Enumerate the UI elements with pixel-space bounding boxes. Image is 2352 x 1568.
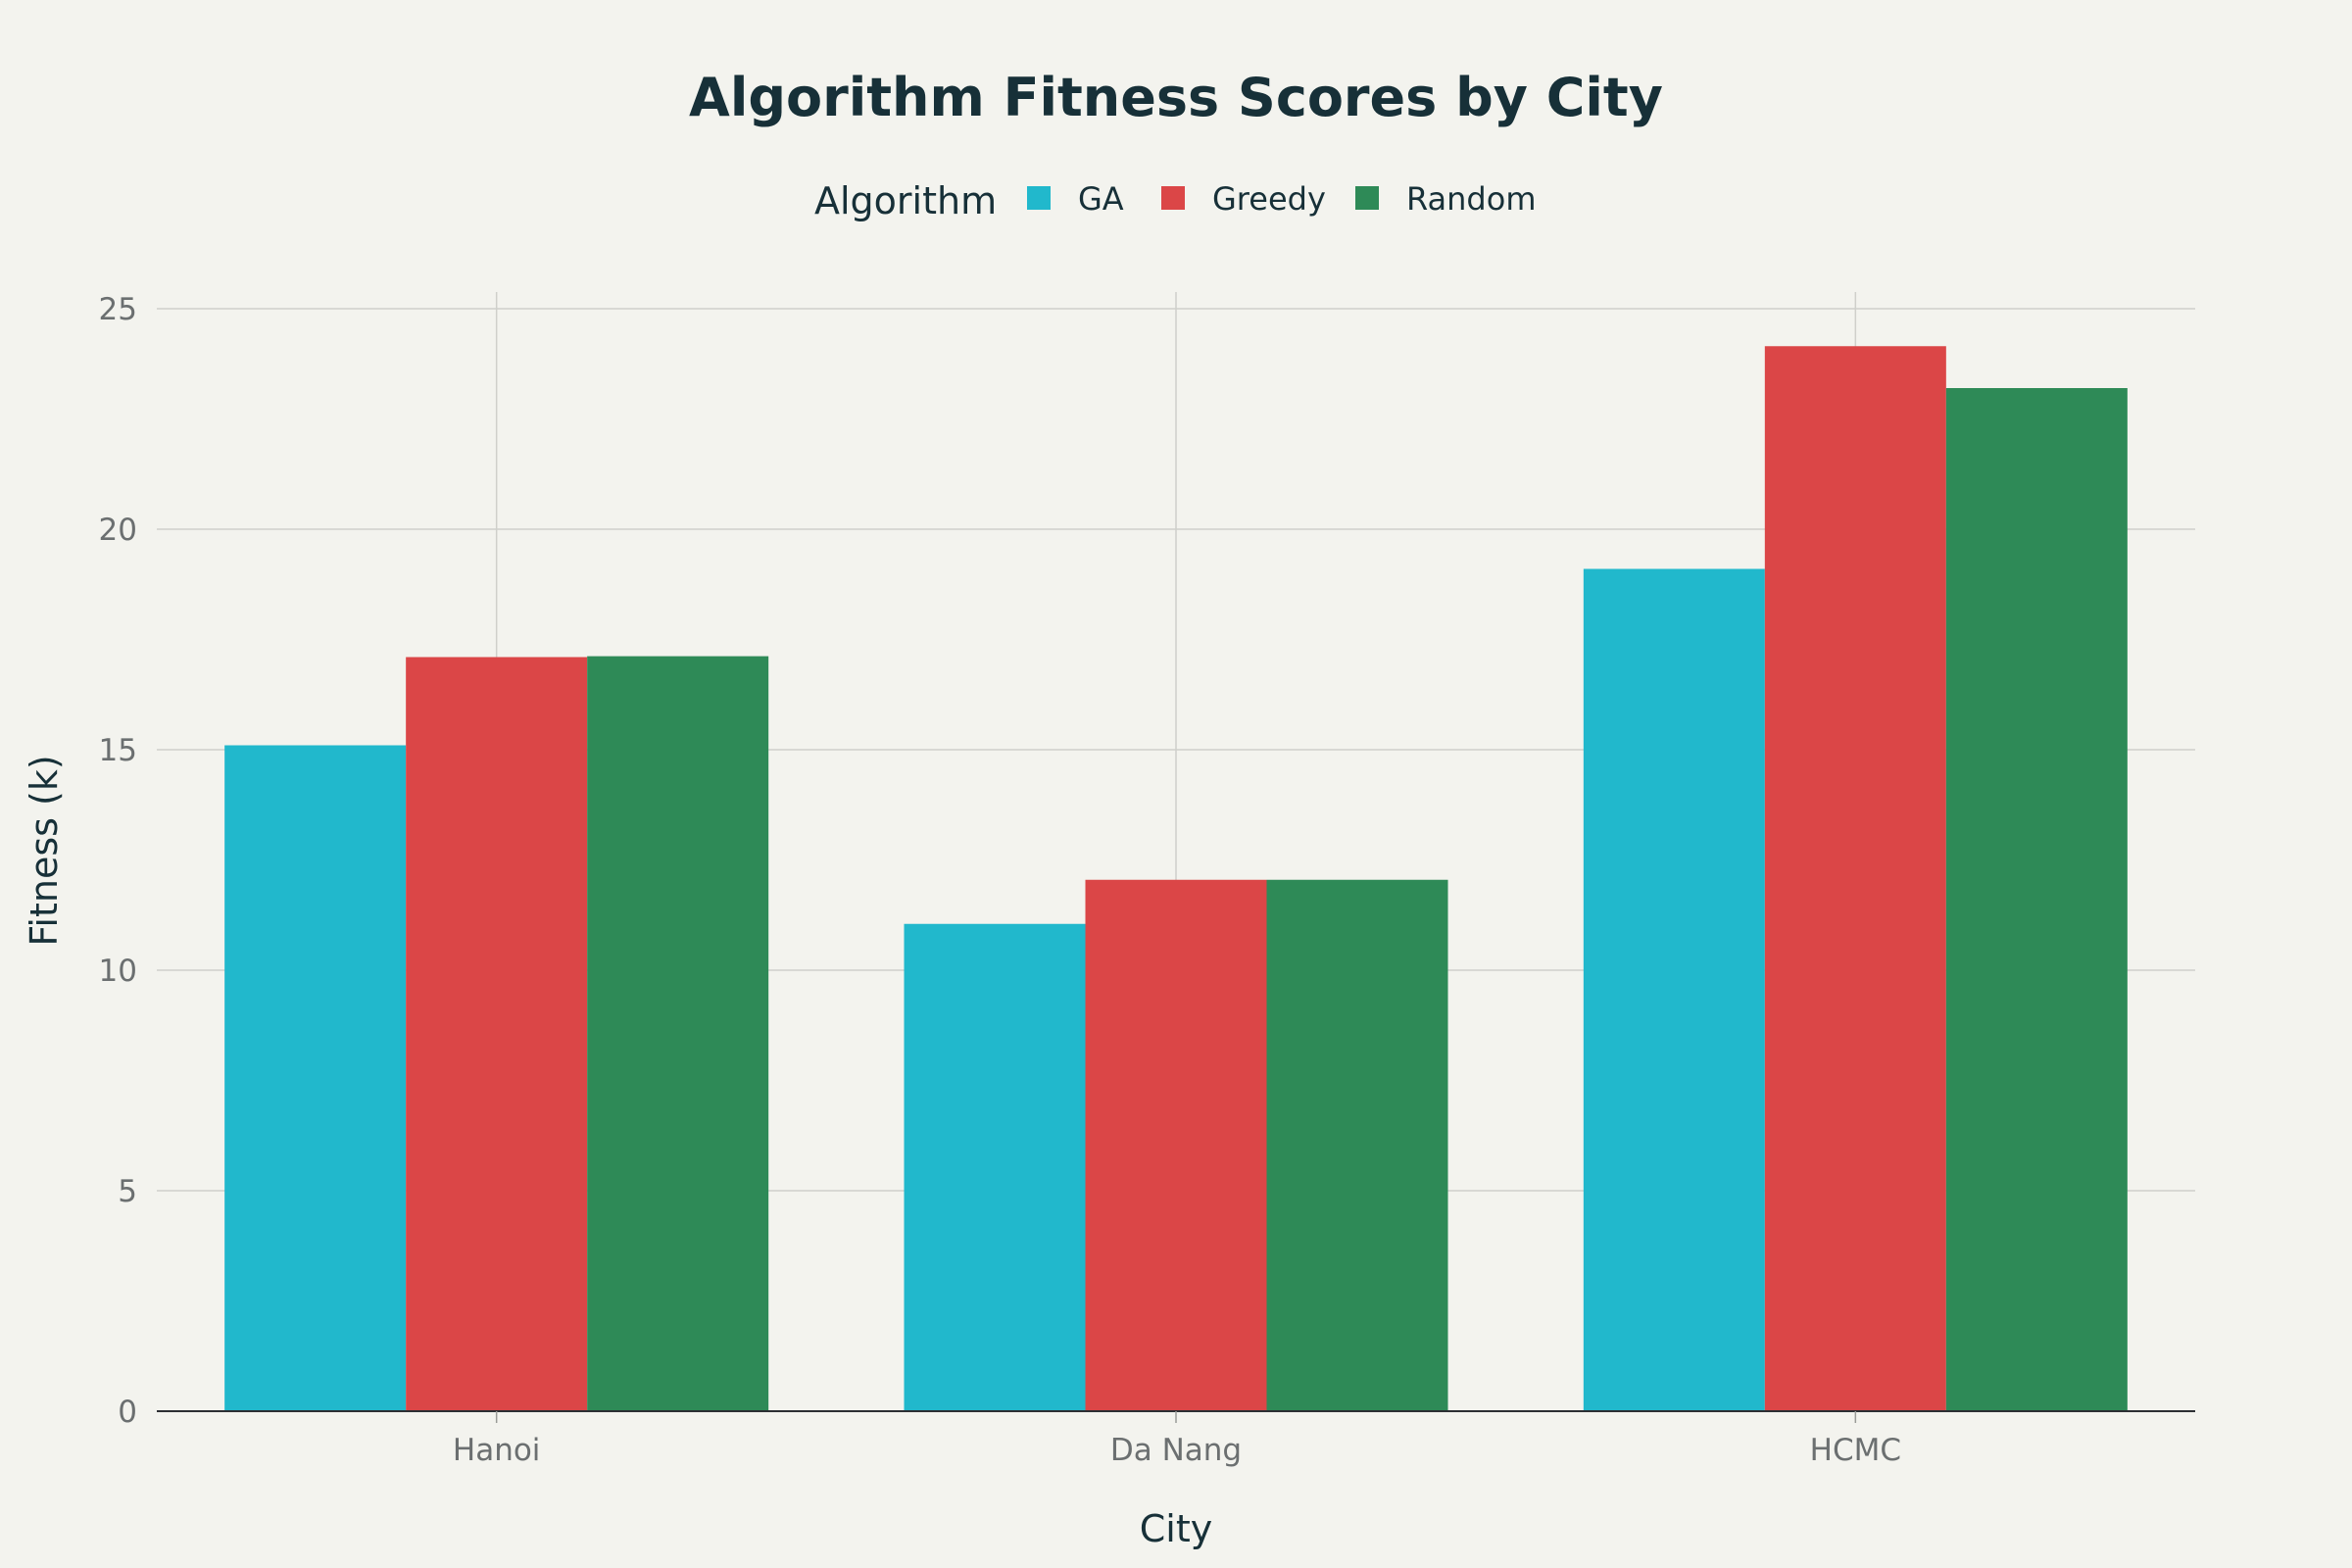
x-tick-label: HCMC [1810, 1433, 1901, 1468]
axes: 0 5 10 15 20 25 Hanoi Da Nang HCMC [99, 292, 2195, 1468]
bar-ga-da-nang [904, 923, 1086, 1411]
bar-ga-hcmc [1583, 568, 1765, 1411]
legend-swatch-greedy [1161, 186, 1185, 210]
legend: Algorithm GA Greedy Random [814, 179, 1536, 222]
y-tick-label: 20 [99, 513, 137, 548]
bar-greedy-hcmc [1764, 346, 1946, 1411]
x-tick-label: Hanoi [453, 1433, 541, 1468]
y-tick-label: 0 [118, 1395, 137, 1430]
bar-random-da-nang [1266, 879, 1448, 1411]
y-tick-label: 25 [99, 292, 137, 327]
legend-swatch-ga [1027, 186, 1051, 210]
y-axis-title: Fitness (k) [23, 755, 66, 946]
bar-greedy-da-nang [1085, 879, 1267, 1411]
bar-ga-hanoi [224, 745, 407, 1411]
bar-greedy-hanoi [406, 657, 588, 1411]
legend-label-ga: GA [1078, 180, 1124, 218]
legend-swatch-random [1355, 186, 1379, 210]
y-tick-label: 10 [99, 954, 137, 989]
bar-random-hanoi [587, 656, 769, 1411]
legend-title: Algorithm [814, 179, 997, 222]
x-tick-label: Da Nang [1110, 1433, 1242, 1468]
legend-label-random: Random [1406, 180, 1536, 218]
bar-random-hcmc [1945, 388, 2128, 1411]
bars [224, 346, 2128, 1411]
chart-title: Algorithm Fitness Scores by City [689, 67, 1663, 128]
x-axis-title: City [1140, 1507, 1212, 1550]
y-tick-label: 5 [118, 1174, 137, 1209]
y-tick-label: 15 [99, 733, 137, 768]
legend-label-greedy: Greedy [1212, 180, 1326, 218]
